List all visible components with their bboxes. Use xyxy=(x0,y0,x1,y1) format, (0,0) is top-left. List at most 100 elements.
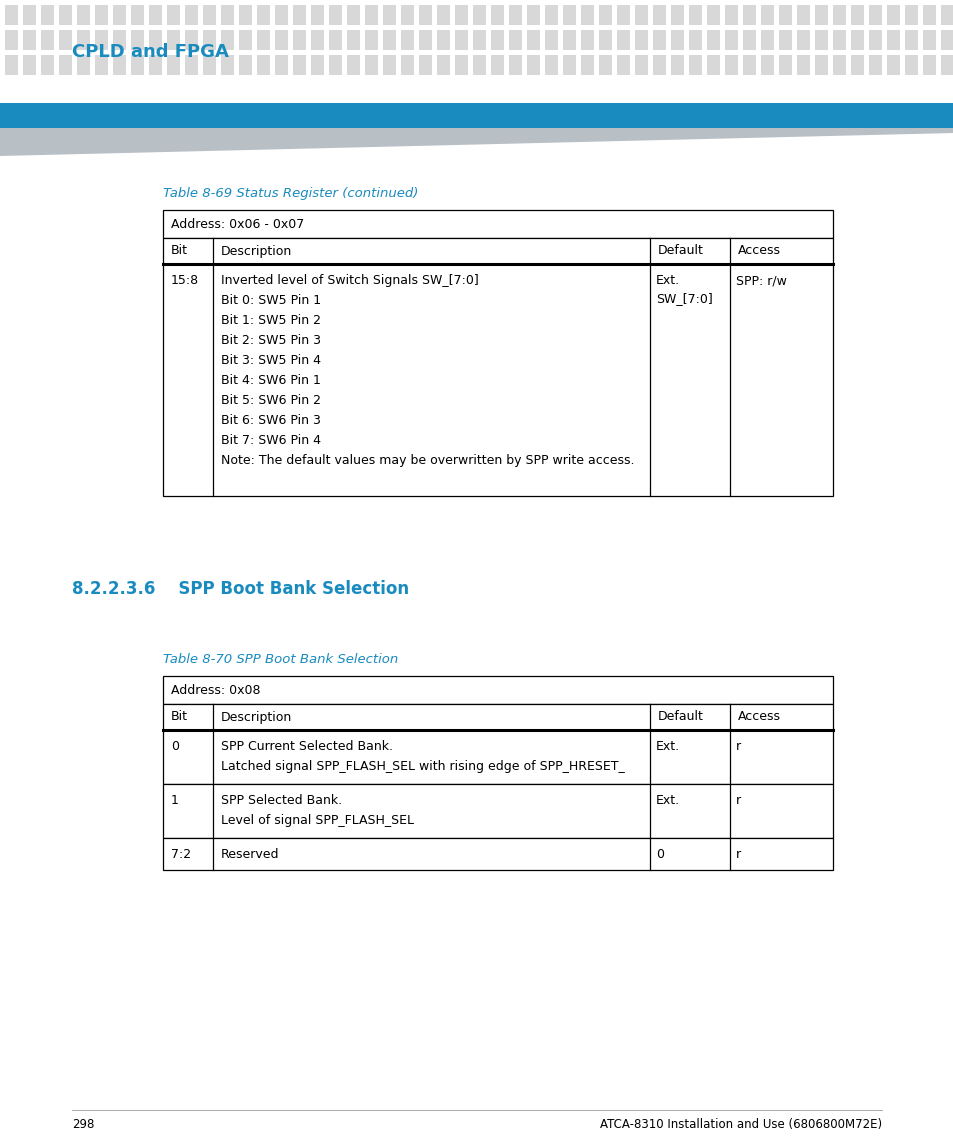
Bar xyxy=(23,55,36,76)
Text: 15:8: 15:8 xyxy=(171,274,199,287)
Bar xyxy=(473,30,485,50)
Bar xyxy=(724,5,738,25)
Bar xyxy=(365,55,377,76)
Text: Ext.: Ext. xyxy=(656,274,679,287)
Bar xyxy=(491,5,503,25)
Bar xyxy=(724,30,738,50)
Bar xyxy=(112,55,126,76)
Bar xyxy=(742,30,755,50)
Bar xyxy=(365,5,377,25)
Bar xyxy=(436,5,450,25)
Bar xyxy=(274,5,288,25)
Bar xyxy=(724,55,738,76)
Text: Bit 2: SW5 Pin 3: Bit 2: SW5 Pin 3 xyxy=(221,334,320,347)
Bar xyxy=(5,55,18,76)
Bar xyxy=(760,30,773,50)
Text: Bit 3: SW5 Pin 4: Bit 3: SW5 Pin 4 xyxy=(221,354,320,368)
Bar xyxy=(562,5,576,25)
Bar xyxy=(149,30,162,50)
Text: 0: 0 xyxy=(656,848,663,861)
Bar xyxy=(203,5,215,25)
Bar xyxy=(742,5,755,25)
Bar xyxy=(598,5,612,25)
Bar xyxy=(617,30,629,50)
Bar xyxy=(544,5,558,25)
Bar xyxy=(221,30,233,50)
Bar xyxy=(509,30,521,50)
Bar xyxy=(163,238,832,264)
Bar xyxy=(41,5,54,25)
Bar xyxy=(473,5,485,25)
Text: Bit 6: SW6 Pin 3: Bit 6: SW6 Pin 3 xyxy=(221,414,320,427)
Text: Reserved: Reserved xyxy=(221,848,279,861)
Bar xyxy=(923,30,935,50)
Text: SW_[7:0]: SW_[7:0] xyxy=(656,292,712,305)
Bar xyxy=(832,30,845,50)
Text: SPP: r/w: SPP: r/w xyxy=(735,274,786,287)
Bar xyxy=(163,731,832,784)
Bar xyxy=(832,5,845,25)
Bar xyxy=(418,5,432,25)
Bar xyxy=(347,5,359,25)
Bar xyxy=(526,55,539,76)
Bar xyxy=(670,55,683,76)
Bar xyxy=(670,30,683,50)
Bar xyxy=(617,5,629,25)
Bar xyxy=(580,30,594,50)
Bar xyxy=(418,55,432,76)
Bar xyxy=(509,55,521,76)
Bar xyxy=(526,5,539,25)
Bar xyxy=(293,30,306,50)
Bar xyxy=(473,55,485,76)
Bar xyxy=(293,55,306,76)
Text: SPP Current Selected Bank.: SPP Current Selected Bank. xyxy=(221,740,393,753)
Bar xyxy=(239,55,252,76)
Text: Table 8-69 Status Register (continued): Table 8-69 Status Register (continued) xyxy=(163,187,418,200)
Text: Level of signal SPP_FLASH_SEL: Level of signal SPP_FLASH_SEL xyxy=(221,814,414,827)
Bar xyxy=(59,5,71,25)
Bar xyxy=(688,55,701,76)
Bar xyxy=(904,30,917,50)
Bar xyxy=(23,30,36,50)
Text: Note: The default values may be overwritten by SPP write access.: Note: The default values may be overwrit… xyxy=(221,455,634,467)
Bar xyxy=(796,30,809,50)
Bar xyxy=(5,30,18,50)
Bar xyxy=(706,55,720,76)
Bar xyxy=(652,5,665,25)
Bar xyxy=(41,55,54,76)
Text: 298: 298 xyxy=(71,1118,94,1131)
Text: Default: Default xyxy=(658,245,703,258)
Bar xyxy=(580,5,594,25)
Bar xyxy=(203,30,215,50)
Bar xyxy=(868,55,882,76)
Bar xyxy=(760,55,773,76)
Bar xyxy=(742,55,755,76)
Bar xyxy=(163,676,832,704)
Bar xyxy=(59,55,71,76)
Bar xyxy=(112,5,126,25)
Bar xyxy=(311,55,324,76)
Bar xyxy=(814,5,827,25)
Bar xyxy=(0,156,953,1145)
Bar xyxy=(311,5,324,25)
Text: Table 8-70 SPP Boot Bank Selection: Table 8-70 SPP Boot Bank Selection xyxy=(163,653,397,666)
Bar xyxy=(562,30,576,50)
Bar xyxy=(163,264,832,496)
Text: 8.2.2.3.6    SPP Boot Bank Selection: 8.2.2.3.6 SPP Boot Bank Selection xyxy=(71,581,409,598)
Bar xyxy=(256,55,270,76)
Bar xyxy=(868,5,882,25)
Bar xyxy=(131,55,144,76)
Text: Inverted level of Switch Signals SW_[7:0]: Inverted level of Switch Signals SW_[7:0… xyxy=(221,274,478,287)
Bar xyxy=(274,55,288,76)
Bar xyxy=(544,55,558,76)
Bar xyxy=(598,30,612,50)
Bar xyxy=(131,30,144,50)
Text: Address: 0x08: Address: 0x08 xyxy=(171,684,260,696)
Bar xyxy=(167,30,180,50)
Text: r: r xyxy=(735,740,740,753)
Bar xyxy=(652,55,665,76)
Bar xyxy=(41,30,54,50)
Bar xyxy=(635,30,647,50)
Text: Latched signal SPP_FLASH_SEL with rising edge of SPP_HRESET_: Latched signal SPP_FLASH_SEL with rising… xyxy=(221,760,624,773)
Bar xyxy=(455,55,468,76)
